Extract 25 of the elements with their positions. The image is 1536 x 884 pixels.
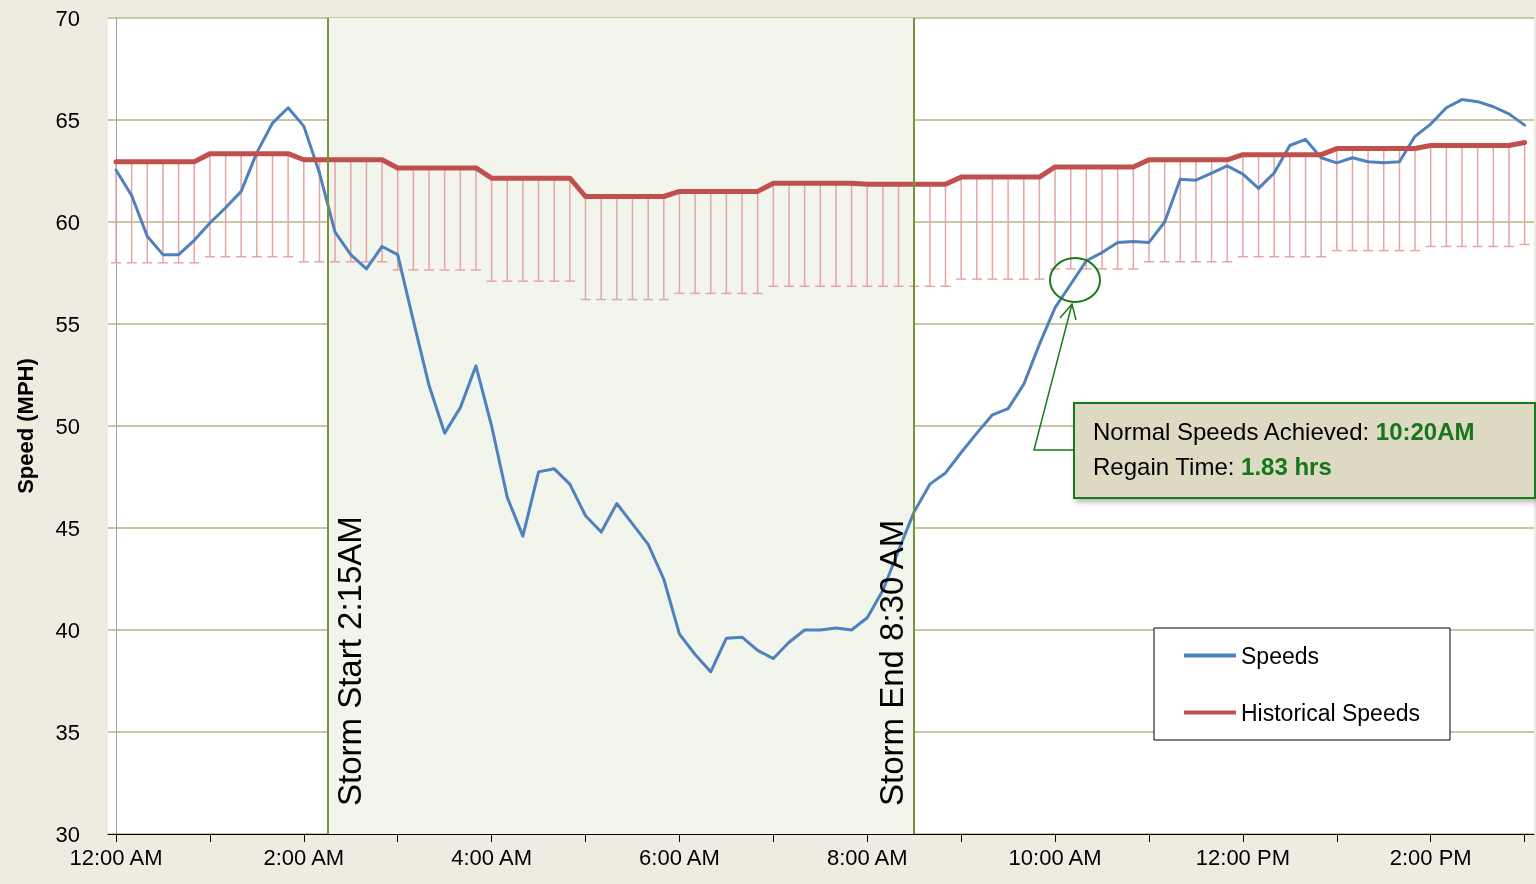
y-axis-title: Speed (MPH)	[12, 358, 38, 494]
y-tick-label: 60	[55, 209, 80, 235]
x-tick-label: 2:00 AM	[263, 844, 345, 870]
annotation: Regain Time: 1.83 hrs	[1093, 453, 1332, 480]
legend-label: Speeds	[1241, 642, 1320, 669]
x-tick-label: 6:00 AM	[639, 844, 720, 870]
x-tick-label: 8:00 AM	[826, 844, 908, 870]
y-tick-label: 30	[55, 821, 80, 847]
y-tick-label: 70	[55, 5, 80, 31]
note-box: Normal Speeds Achieved: 10:20AM Regain Time: 1.83 hrs	[1073, 402, 1536, 499]
y-tick-label: 45	[55, 515, 80, 541]
y-tick-label: 40	[55, 617, 80, 643]
x-tick-label: 12:00 AM	[69, 844, 163, 870]
ref-line-label: Storm End 8:30 AM	[873, 519, 911, 806]
y-tick-label: 55	[55, 311, 80, 337]
x-tick-label: 4:00 AM	[451, 844, 532, 870]
x-tick-label: 10:00 AM	[1008, 844, 1102, 870]
ref-line-label: Storm Start 2:15AM	[331, 516, 369, 806]
x-tick-label: 2:00 PM	[1389, 844, 1472, 870]
legend-label: Historical Speeds	[1241, 699, 1420, 726]
x-tick-label: 12:00 PM	[1195, 844, 1290, 870]
y-tick-label: 65	[55, 107, 80, 133]
y-tick-label: 50	[55, 413, 80, 439]
y-tick-label: 35	[55, 719, 80, 745]
annotation: Normal Speeds Achieved: 10:20AM	[1093, 418, 1475, 445]
